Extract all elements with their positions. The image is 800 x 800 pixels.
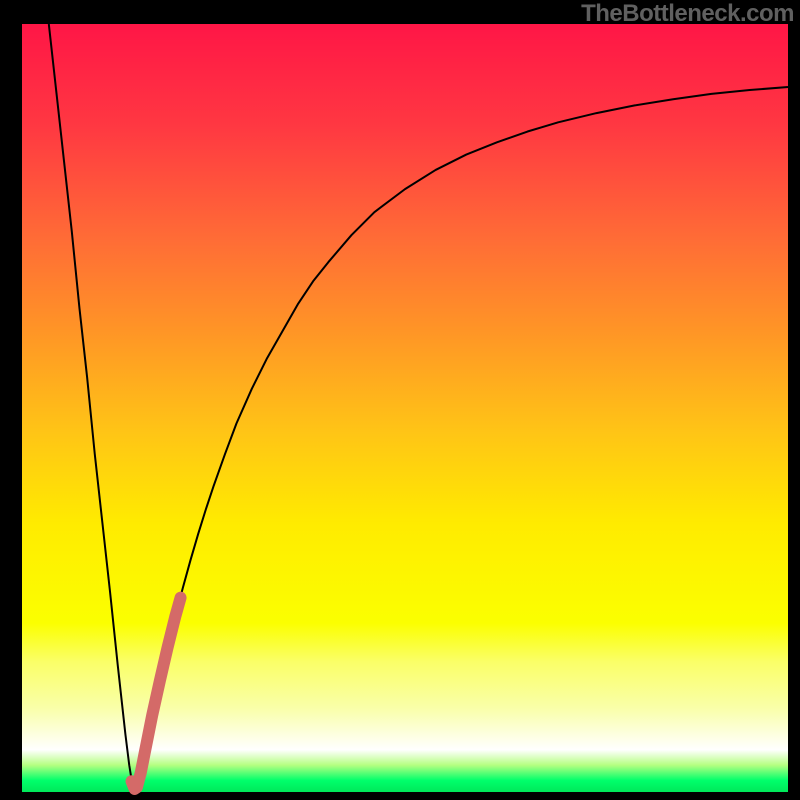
chart-container: TheBottleneck.com [0, 0, 800, 800]
watermark-text: TheBottleneck.com [581, 0, 794, 28]
bottleneck-chart [0, 0, 800, 800]
plot-background [22, 24, 788, 792]
